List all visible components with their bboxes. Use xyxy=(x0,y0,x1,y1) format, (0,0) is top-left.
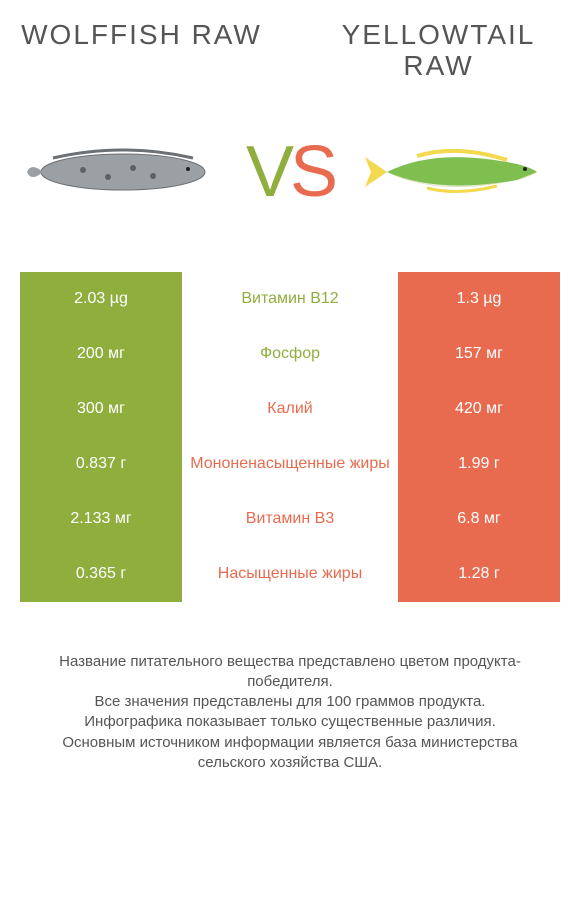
footer-line: Название питательного вещества представл… xyxy=(30,652,550,693)
nutrient-label-cell: Витамин B12 xyxy=(182,272,398,327)
vs-label: VS xyxy=(246,131,334,213)
footer-line: Все значения представлены для 100 граммо… xyxy=(30,692,550,712)
footer-line: Основным источником информации является … xyxy=(30,733,550,774)
table-row: 0.837 гМононенасыщенные жиры1.99 г xyxy=(20,437,560,492)
right-product-image xyxy=(355,122,560,222)
right-value-cell: 420 мг xyxy=(398,382,560,437)
table-row: 2.03 µgВитамин B121.3 µg xyxy=(20,272,560,327)
nutrient-label-cell: Мононенасыщенные жиры xyxy=(182,437,398,492)
footer-notes: Название питательного вещества представл… xyxy=(20,652,560,774)
comparison-table: 2.03 µgВитамин B121.3 µg200 мгФосфор157 … xyxy=(20,272,560,602)
nutrient-label-cell: Витамин B3 xyxy=(182,492,398,547)
left-value-cell: 300 мг xyxy=(20,382,182,437)
table-row: 300 мгКалий420 мг xyxy=(20,382,560,437)
left-product-image xyxy=(20,122,225,222)
nutrient-label-cell: Насыщенные жиры xyxy=(182,547,398,602)
nutrient-label-cell: Фосфор xyxy=(182,327,398,382)
footer-line: Инфографика показывает только существенн… xyxy=(30,712,550,732)
table-row: 0.365 гНасыщенные жиры1.28 г xyxy=(20,547,560,602)
vs-s: S xyxy=(290,132,334,212)
left-value-cell: 2.03 µg xyxy=(20,272,182,327)
right-value-cell: 1.99 г xyxy=(398,437,560,492)
infographic-container: WOLFFISH RAW YELLOWTAIL RAW VS xyxy=(0,0,580,913)
right-product-title: YELLOWTAIL RAW xyxy=(317,20,560,82)
left-value-cell: 0.365 г xyxy=(20,547,182,602)
right-value-cell: 6.8 мг xyxy=(398,492,560,547)
left-value-cell: 2.133 мг xyxy=(20,492,182,547)
right-value-cell: 157 мг xyxy=(398,327,560,382)
left-value-cell: 0.837 г xyxy=(20,437,182,492)
images-row: VS xyxy=(20,102,560,242)
right-value-cell: 1.3 µg xyxy=(398,272,560,327)
right-value-cell: 1.28 г xyxy=(398,547,560,602)
left-product-title: WOLFFISH RAW xyxy=(20,20,263,51)
nutrient-label-cell: Калий xyxy=(182,382,398,437)
table-row: 200 мгФосфор157 мг xyxy=(20,327,560,382)
yellowtail-icon xyxy=(357,132,557,212)
left-value-cell: 200 мг xyxy=(20,327,182,382)
wolffish-icon xyxy=(23,132,223,212)
table-row: 2.133 мгВитамин B36.8 мг xyxy=(20,492,560,547)
vs-v: V xyxy=(246,132,290,212)
header-row: WOLFFISH RAW YELLOWTAIL RAW xyxy=(20,20,560,82)
